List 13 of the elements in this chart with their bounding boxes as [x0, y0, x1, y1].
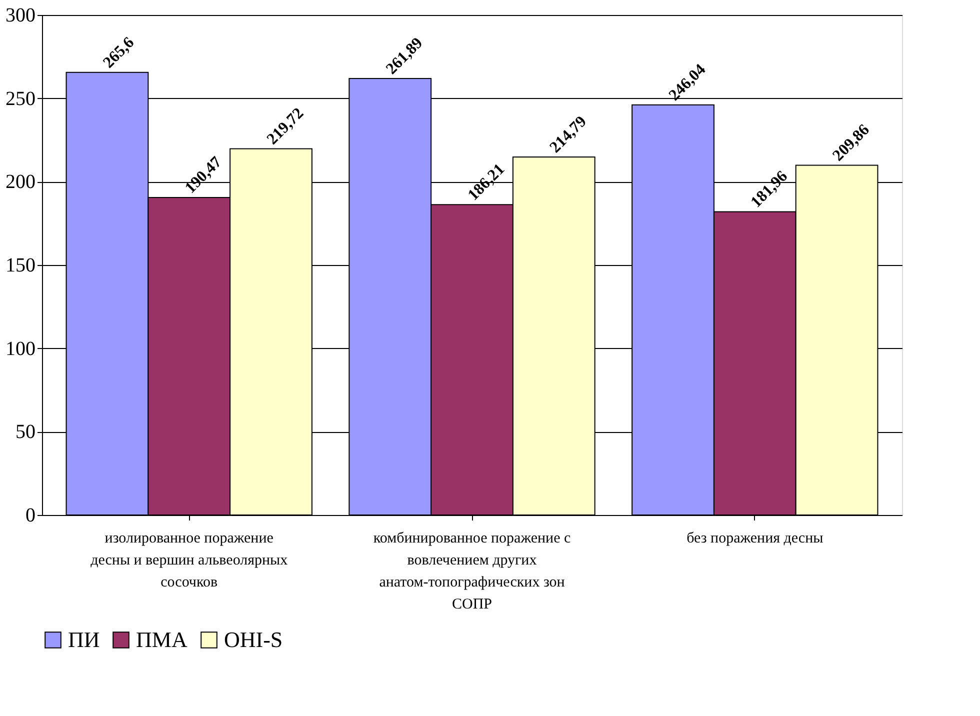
- y-tick-label: 300: [6, 4, 36, 26]
- y-tick-label: 50: [16, 421, 36, 444]
- y-tick-label: 100: [6, 338, 36, 360]
- y-tick-label: 200: [6, 171, 36, 194]
- y-tick-label: 150: [6, 254, 36, 276]
- x-tick-label: без поражения десны: [686, 530, 824, 546]
- legend-label: OHI-S: [224, 627, 283, 652]
- y-tick-label: 0: [26, 504, 36, 526]
- legend-label: ПИ: [68, 627, 100, 652]
- x-tick-label: комбинированное поражение с вовлечением других анатом-топографических зон СОПР: [373, 530, 571, 612]
- y-tick-label: 250: [6, 88, 36, 110]
- x-tick-label: изолированное поражение десны и вершин альвеолярных сосочков: [90, 530, 288, 590]
- legend-label: ПМА: [136, 627, 188, 652]
